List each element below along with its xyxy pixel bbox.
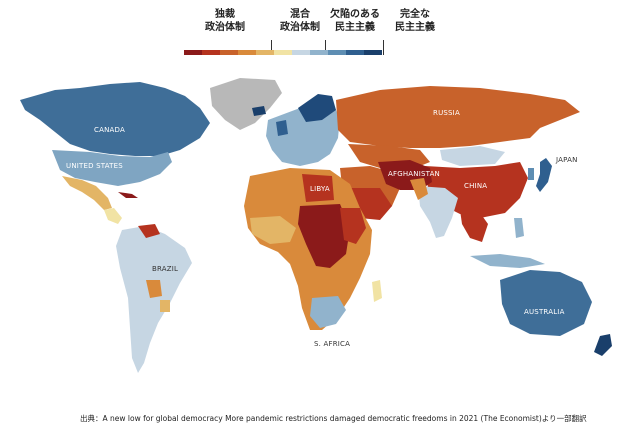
pakistan-region bbox=[410, 178, 428, 200]
scandinavia-region bbox=[298, 94, 336, 122]
bolivia-region bbox=[146, 280, 162, 298]
libya-region bbox=[302, 174, 334, 202]
central-america-region bbox=[104, 208, 122, 224]
indonesia-region bbox=[470, 254, 545, 268]
cuba-region bbox=[118, 192, 138, 198]
legend-color-scale bbox=[184, 50, 382, 55]
uk-region bbox=[276, 120, 288, 136]
world-map: CANADA UNITED STATES BRAZIL RUSSIA CHINA… bbox=[20, 78, 612, 373]
mongolia-region bbox=[440, 146, 505, 166]
legend-color-swatch bbox=[256, 50, 274, 55]
united-states-region bbox=[52, 150, 172, 186]
country-label-south-africa: S. AFRICA bbox=[314, 340, 350, 348]
east-africa-region bbox=[340, 208, 366, 244]
legend-color-swatch bbox=[346, 50, 364, 55]
legend-label-hybrid: 混合 政治体制 bbox=[280, 9, 320, 33]
source-caption: 出典：A new low for global democracy More p… bbox=[80, 414, 587, 423]
legend-color-swatch bbox=[328, 50, 346, 55]
country-label-united-states: UNITED STATES bbox=[66, 162, 123, 170]
canada-region bbox=[20, 82, 210, 156]
country-label-brazil: BRAZIL bbox=[152, 265, 178, 273]
legend-color-swatch bbox=[238, 50, 256, 55]
legend-divider bbox=[271, 40, 272, 55]
iceland-region bbox=[252, 106, 266, 116]
legend-label-authoritarian: 独裁 政治体制 bbox=[205, 9, 245, 33]
legend-label-full-democracy: 完全な 民主主義 bbox=[395, 9, 435, 33]
legend-color-swatch bbox=[274, 50, 292, 55]
japan-region bbox=[536, 158, 552, 192]
southeast-asia-region bbox=[460, 210, 488, 242]
country-label-japan: JAPAN bbox=[555, 156, 578, 164]
korea-region bbox=[528, 168, 534, 180]
west-africa-region bbox=[250, 216, 296, 244]
central-africa-region bbox=[298, 204, 350, 268]
legend-color-swatch bbox=[184, 50, 202, 55]
legend-label-flawed-democracy: 欠陥のある 民主主義 bbox=[330, 9, 380, 33]
legend-color-swatch bbox=[310, 50, 328, 55]
legend: 独裁 政治体制 混合 政治体制 欠陥のある 民主主義 完全な 民主主義 bbox=[0, 6, 640, 55]
paraguay-region bbox=[160, 300, 170, 312]
legend-color-swatch bbox=[202, 50, 220, 55]
south-america-region bbox=[116, 226, 192, 373]
mexico-central-america-region bbox=[62, 176, 112, 210]
new-zealand-region bbox=[594, 334, 612, 356]
country-label-australia: AUSTRALIA bbox=[524, 308, 565, 316]
philippines-region bbox=[514, 218, 524, 238]
legend-color-swatch bbox=[220, 50, 238, 55]
legend-color-swatch bbox=[292, 50, 310, 55]
greenland-region bbox=[210, 78, 282, 130]
madagascar-region bbox=[372, 280, 382, 302]
country-label-afghanistan: AFGHANISTAN bbox=[388, 170, 440, 178]
venezuela-region bbox=[138, 224, 160, 238]
legend-color-swatch bbox=[364, 50, 382, 55]
southern-africa-region bbox=[310, 296, 346, 328]
country-label-libya: LIBYA bbox=[310, 185, 330, 193]
india-region bbox=[418, 186, 458, 238]
russia-region bbox=[336, 86, 580, 148]
country-label-china: CHINA bbox=[464, 182, 487, 190]
country-label-canada: CANADA bbox=[94, 126, 125, 134]
legend-divider bbox=[383, 40, 384, 55]
legend-divider bbox=[325, 40, 326, 55]
country-label-russia: RUSSIA bbox=[433, 109, 460, 117]
australia-region bbox=[500, 270, 592, 336]
